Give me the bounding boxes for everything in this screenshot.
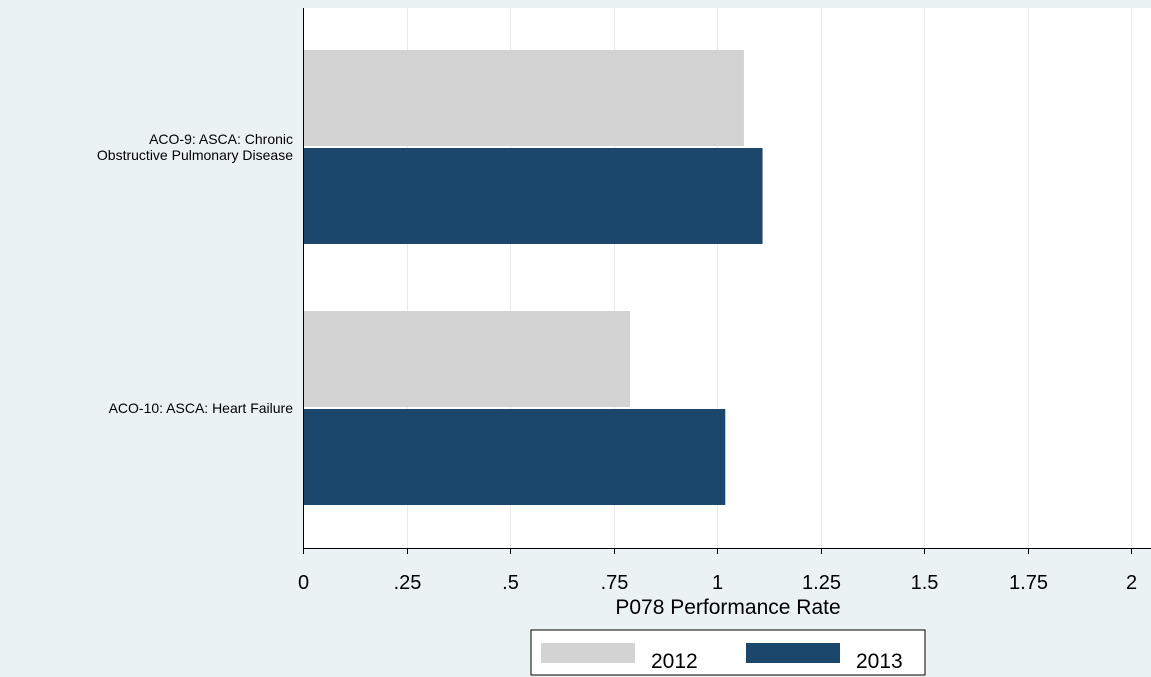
y-category-label: ACO-9: ASCA: Chronic [149,131,293,147]
x-axis-ticks: 0 .25 .5 .75 1 1.25 1.5 1.75 2 [298,548,1137,594]
x-axis-title: P078 Performance Rate [615,596,840,619]
legend: 2012 2013 [530,629,926,676]
x-tick-label: .5 [502,572,519,594]
bar-2012-category-1 [304,50,744,146]
bar-2012-category-2 [304,311,631,407]
x-tick-label: .75 [601,572,629,594]
legend-swatch-2013 [746,643,840,663]
legend-label-2013: 2013 [856,650,903,673]
legend-label-2012: 2012 [651,650,698,673]
bar-2013-category-2 [304,409,726,505]
bars [304,50,763,505]
x-tick-label: .25 [394,572,422,594]
x-tick-label: 2 [1126,572,1137,594]
y-category-label: ACO-10: ASCA: Heart Failure [109,400,294,416]
legend-swatch-2012 [541,643,635,663]
x-tick-label: 1.5 [911,572,939,594]
x-tick-label: 0 [298,572,309,594]
x-tick-label: 1 [712,572,723,594]
x-tick-label: 1.25 [802,572,841,594]
y-category-label: Obstructive Pulmonary Disease [97,147,293,163]
x-tick-label: 1.75 [1009,572,1048,594]
bar-2013-category-1 [304,148,763,244]
